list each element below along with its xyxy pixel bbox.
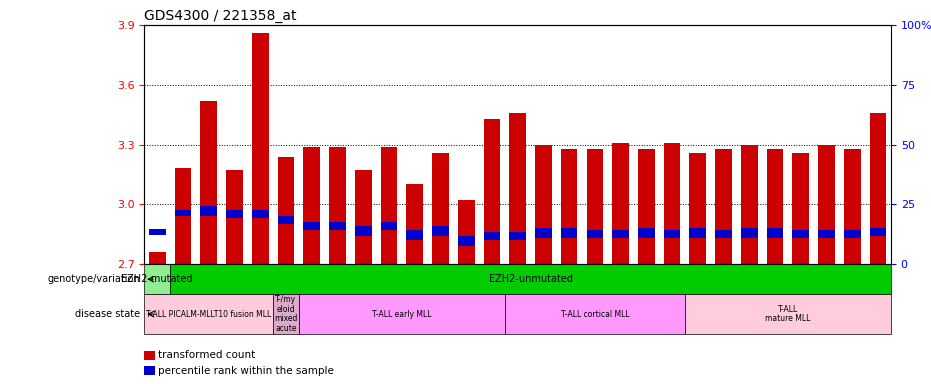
Bar <box>535 228 552 238</box>
Bar <box>638 149 654 264</box>
Bar <box>741 145 758 264</box>
Bar <box>870 228 886 236</box>
Bar <box>458 200 475 264</box>
Bar <box>277 216 294 224</box>
Bar <box>560 149 577 264</box>
Bar <box>715 230 732 238</box>
Bar <box>355 226 371 236</box>
Text: GDS4300 / 221358_at: GDS4300 / 221358_at <box>144 8 297 23</box>
Bar <box>483 119 500 264</box>
Text: genotype/variation: genotype/variation <box>47 274 140 284</box>
Text: percentile rank within the sample: percentile rank within the sample <box>158 366 334 376</box>
Bar <box>144 294 273 334</box>
Bar <box>304 222 320 230</box>
Bar <box>277 157 294 264</box>
Text: T-ALL cortical MLL: T-ALL cortical MLL <box>560 310 629 319</box>
Text: disease state: disease state <box>74 309 140 319</box>
Bar <box>273 294 299 334</box>
Bar <box>299 294 505 334</box>
Text: T-ALL PICALM-MLLT10 fusion MLL: T-ALL PICALM-MLLT10 fusion MLL <box>146 310 271 319</box>
Bar <box>587 149 603 264</box>
Bar <box>505 294 685 334</box>
Bar <box>174 169 191 264</box>
Bar <box>149 252 166 264</box>
Bar <box>329 147 345 264</box>
Bar <box>844 149 861 264</box>
Bar <box>226 170 243 264</box>
Bar <box>406 230 423 240</box>
Bar <box>144 264 170 294</box>
Bar <box>690 152 707 264</box>
Text: transformed count: transformed count <box>158 350 255 360</box>
Bar <box>767 149 784 264</box>
Bar <box>664 230 681 238</box>
Bar <box>200 101 217 264</box>
Bar <box>535 145 552 264</box>
Bar <box>690 228 707 238</box>
Bar <box>458 236 475 246</box>
Bar <box>483 232 500 240</box>
Bar <box>509 232 526 240</box>
Bar <box>406 184 423 264</box>
Bar <box>792 152 809 264</box>
Text: EZH2-unmutated: EZH2-unmutated <box>489 274 573 284</box>
Bar <box>226 210 243 218</box>
Bar <box>741 228 758 238</box>
Bar <box>304 147 320 264</box>
Text: T-ALL early MLL: T-ALL early MLL <box>372 310 432 319</box>
Bar <box>251 33 268 264</box>
Bar <box>355 170 371 264</box>
Bar <box>613 230 629 238</box>
Bar <box>685 294 891 334</box>
Bar <box>381 222 398 230</box>
Bar <box>381 147 398 264</box>
Bar <box>200 206 217 216</box>
Bar <box>509 113 526 264</box>
Bar <box>613 142 629 264</box>
Bar <box>432 152 449 264</box>
Text: EZH2-mutated: EZH2-mutated <box>121 274 193 284</box>
Bar <box>149 229 166 235</box>
Bar <box>329 222 345 230</box>
Bar <box>664 142 681 264</box>
Bar <box>870 113 886 264</box>
Bar <box>638 228 654 238</box>
Bar <box>715 149 732 264</box>
Bar <box>587 230 603 238</box>
Bar <box>818 145 835 264</box>
Bar <box>432 226 449 236</box>
Bar <box>174 210 191 216</box>
Bar <box>818 230 835 238</box>
Bar <box>251 210 268 218</box>
Text: T-ALL
mature MLL: T-ALL mature MLL <box>765 305 811 323</box>
Bar <box>560 228 577 238</box>
Bar <box>767 228 784 238</box>
Text: T-/my
eloid
mixed
acute: T-/my eloid mixed acute <box>275 295 298 333</box>
Bar <box>844 230 861 238</box>
Bar <box>792 230 809 238</box>
